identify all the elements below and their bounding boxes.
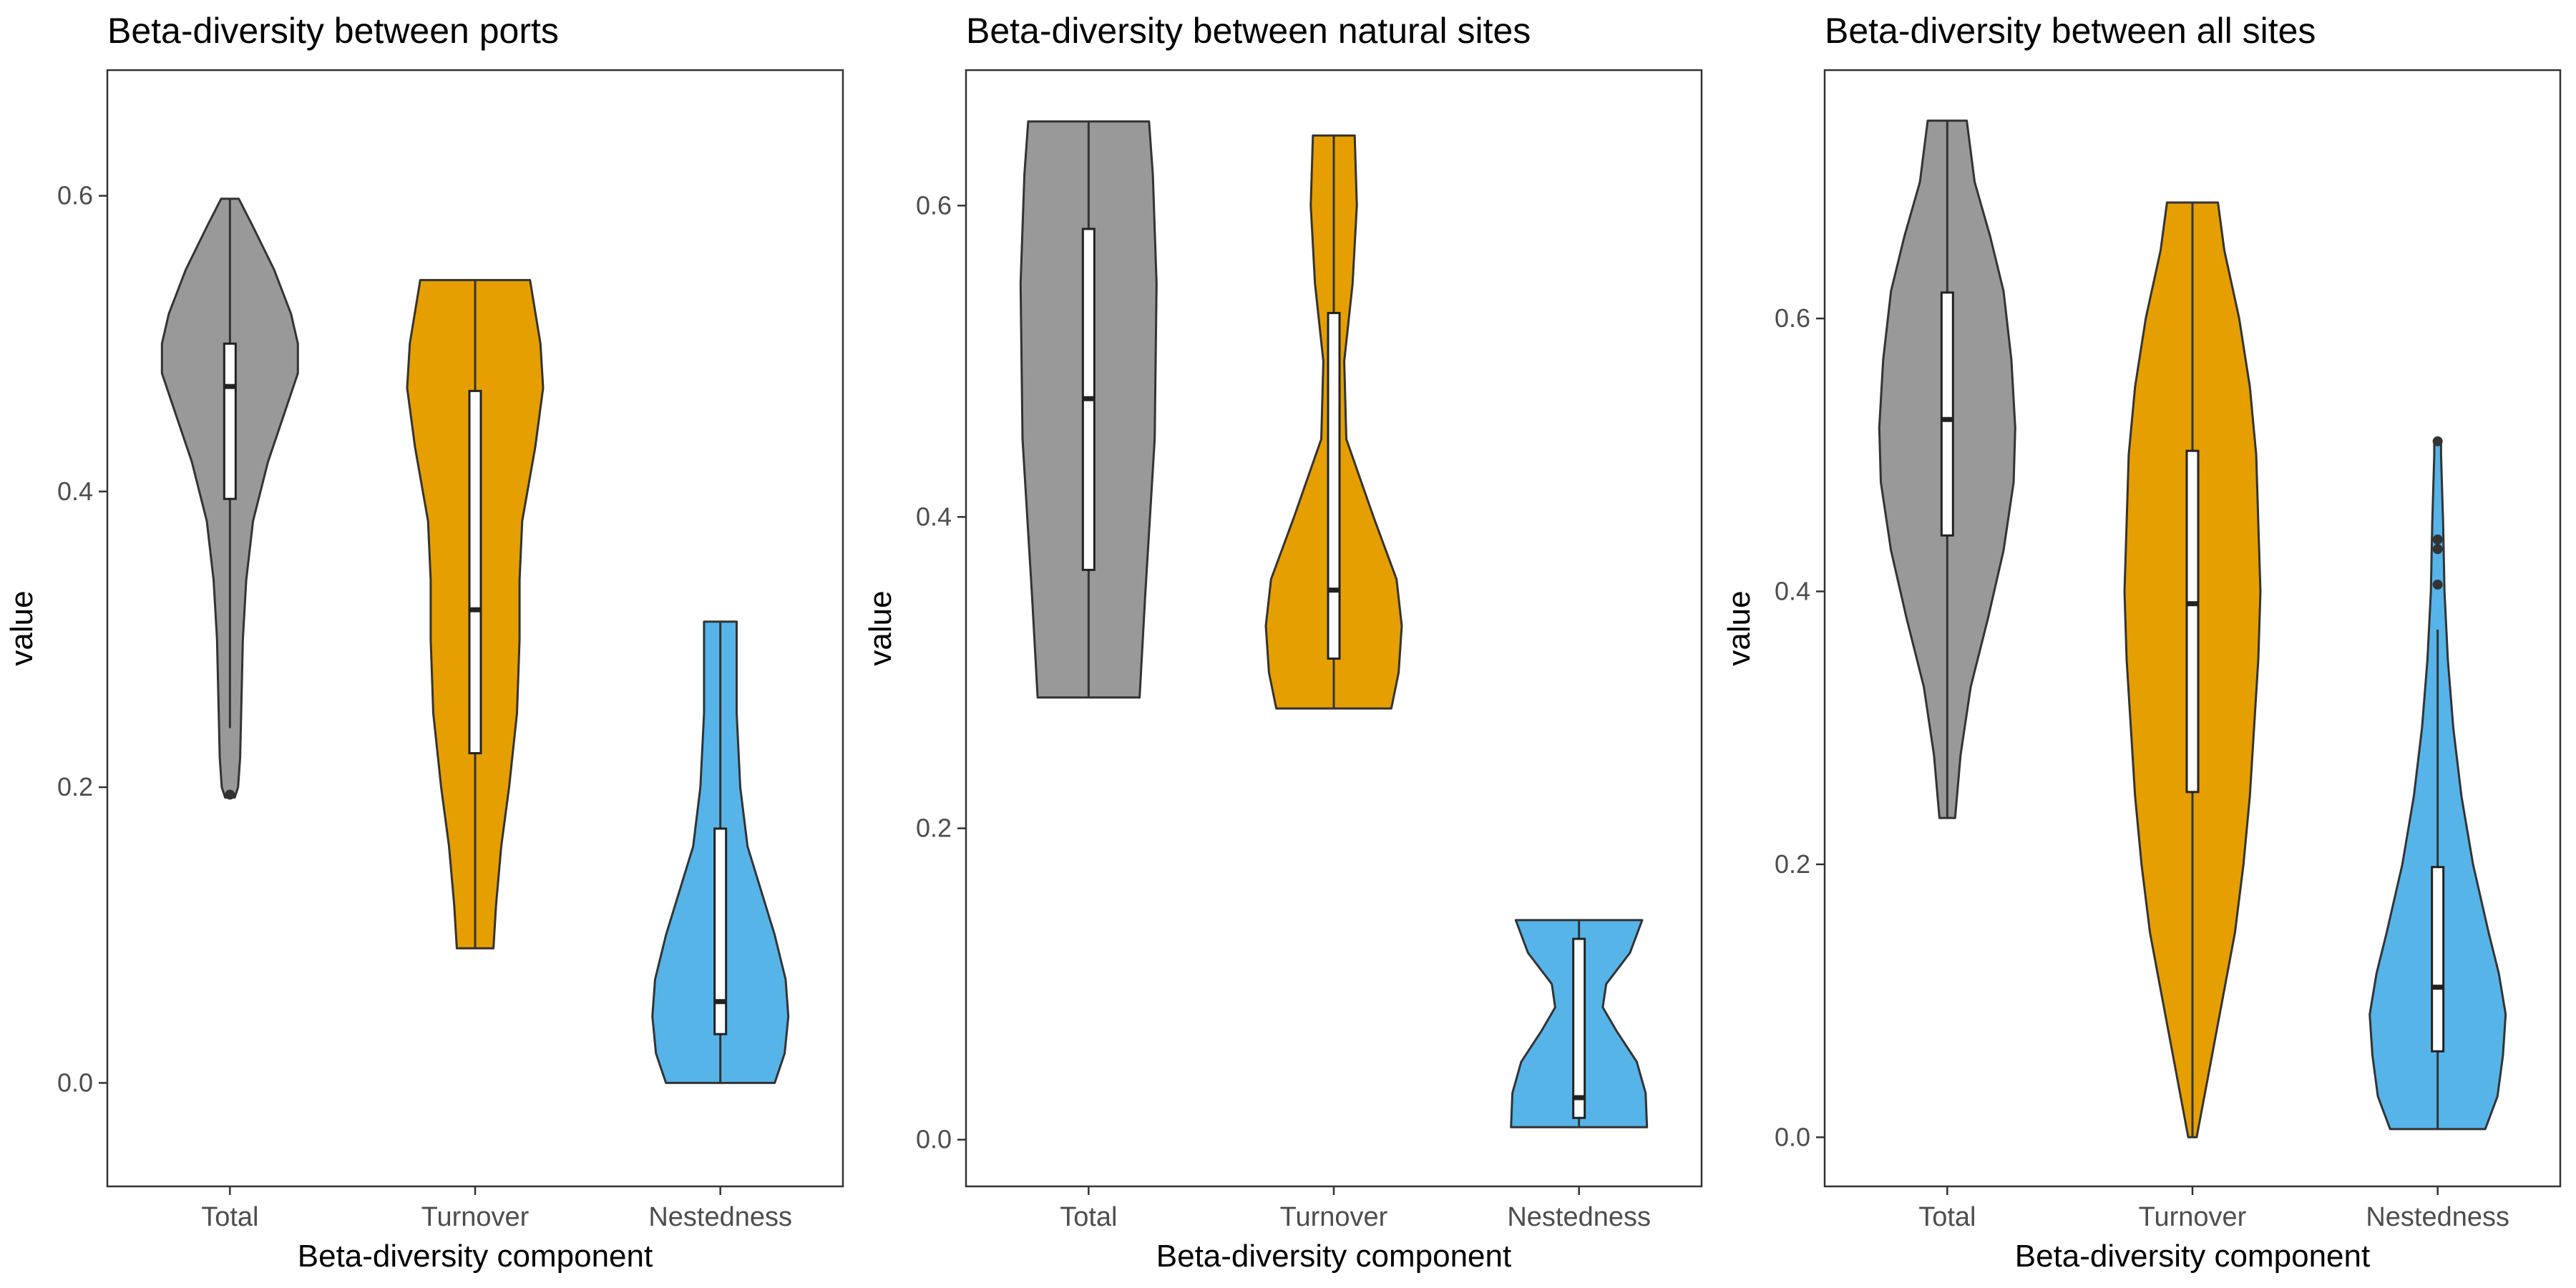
- outlier-point: [2432, 535, 2443, 545]
- y-tick-label: 0.4: [916, 502, 952, 531]
- panel-natural-sites: Beta-diversity between natural sites val…: [863, 11, 1703, 1274]
- x-tick-label: Total: [1918, 1202, 1976, 1232]
- outlier-point: [2432, 579, 2443, 590]
- y-tick-label: 0.6: [57, 181, 93, 210]
- x-axis-title: Beta-diversity component: [1156, 1239, 1511, 1274]
- x-tick-label: Turnover: [2139, 1202, 2247, 1232]
- y-tick-label: 0.0: [916, 1125, 952, 1154]
- y-tick-label: 0.2: [1775, 849, 1810, 879]
- y-axis-title: value: [4, 590, 39, 665]
- x-tick-label: Turnover: [1280, 1202, 1388, 1232]
- y-axis-title: value: [1722, 590, 1757, 665]
- box-total: [223, 342, 237, 500]
- x-axis-title: Beta-diversity component: [298, 1239, 653, 1274]
- panel-title: Beta-diversity between all sites: [1825, 11, 2316, 51]
- panel-title: Beta-diversity between natural sites: [966, 11, 1531, 51]
- y-tick-label: 0.2: [57, 772, 93, 801]
- panel-ports: Beta-diversity between ports value Beta-…: [4, 11, 844, 1274]
- y-tick-label: 0.4: [1775, 577, 1810, 606]
- y-tick-label: 0.0: [1775, 1122, 1810, 1151]
- panel-title: Beta-diversity between ports: [107, 11, 559, 51]
- y-tick-label: 0.6: [1775, 303, 1810, 333]
- x-tick-label: Nestedness: [1507, 1202, 1651, 1232]
- y-axis-title: value: [863, 590, 898, 665]
- x-tick-label: Turnover: [421, 1202, 530, 1232]
- box-nestedness: [1572, 937, 1586, 1119]
- x-tick-label: Nestedness: [648, 1202, 792, 1232]
- box-turnover: [1327, 311, 1341, 660]
- outlier-point: [2432, 436, 2443, 447]
- x-axis-title: Beta-diversity component: [2015, 1239, 2370, 1274]
- panel-all-sites: Beta-diversity between all sites value B…: [1722, 11, 2562, 1274]
- box-turnover: [2185, 449, 2200, 794]
- outlier-point: [225, 789, 235, 800]
- box-nestedness: [2431, 866, 2445, 1053]
- y-tick-label: 0.2: [916, 814, 952, 843]
- box-turnover: [468, 389, 482, 755]
- outlier-point: [2432, 544, 2443, 555]
- x-tick-label: Nestedness: [2366, 1202, 2509, 1232]
- x-tick-label: Total: [1060, 1202, 1117, 1232]
- y-tick-label: 0.0: [57, 1068, 93, 1097]
- y-tick-label: 0.4: [57, 477, 93, 506]
- y-tick-label: 0.6: [916, 190, 952, 220]
- x-tick-label: Total: [201, 1202, 258, 1232]
- box-total: [1940, 291, 1954, 537]
- box-nestedness: [713, 827, 728, 1035]
